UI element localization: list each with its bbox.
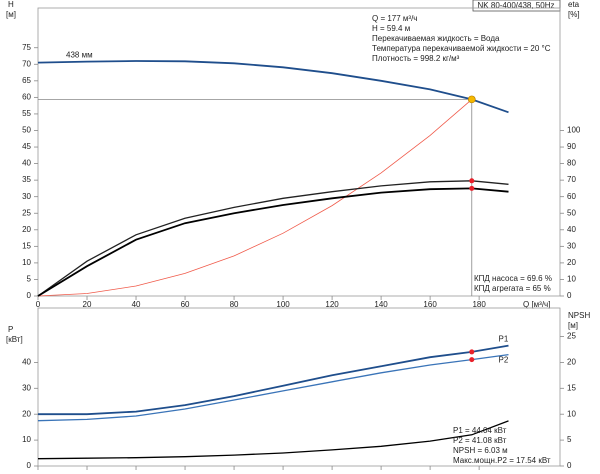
y2-tick-label: 80 — [567, 159, 576, 168]
y2-tick-label: 100 — [567, 126, 581, 135]
y2-tick-label: 0 — [567, 461, 572, 470]
y-tick-label: 0 — [27, 461, 32, 470]
curve — [37, 99, 473, 297]
x-tick-label: 20 — [83, 300, 92, 309]
y-axis-label: P — [8, 325, 13, 334]
plot-frame — [37, 307, 561, 467]
y2-tick-label: 30 — [567, 241, 576, 250]
y-axis-label: H — [8, 0, 14, 9]
y-tick-label: 30 — [22, 383, 31, 392]
y2-tick-label: 40 — [567, 225, 576, 234]
y2-tick-label: 15 — [567, 383, 576, 392]
plot-frame — [37, 7, 561, 297]
curve-label: 438 мм — [66, 51, 93, 60]
y-tick-label: 70 — [22, 59, 31, 68]
info-text: Q = 177 м³/ч — [372, 14, 417, 23]
y-tick-label: 15 — [22, 241, 31, 250]
y-tick-label: 20 — [22, 225, 31, 234]
y2-axis-unit: [м] — [568, 321, 578, 330]
curve — [37, 60, 509, 114]
info-text: Температура перекачиваемой жидкости = 20… — [372, 44, 551, 53]
y-tick-label: 10 — [22, 258, 31, 267]
y2-tick-label: 20 — [567, 358, 576, 367]
y-tick-label: 40 — [22, 358, 31, 367]
info-text: P2 = 41.08 кВт — [453, 436, 507, 445]
y-tick-label: 65 — [22, 76, 31, 85]
curve — [37, 353, 509, 422]
info-text: H = 59.4 м — [372, 24, 410, 33]
x-tick-label: 0 — [36, 300, 41, 309]
y2-axis-label: NPSH — [568, 311, 590, 320]
eta-note: КПД насоса = 69.6 % — [474, 274, 552, 283]
y-tick-label: 25 — [22, 208, 31, 217]
y2-tick-label: 90 — [567, 142, 576, 151]
info-text: NPSH = 6.03 м — [453, 446, 508, 455]
eta-note: КПД агрегата = 65 % — [474, 284, 551, 293]
x-tick-label: 80 — [230, 300, 239, 309]
info-text: Макс.мощн.P2 = 17.54 кВт — [453, 456, 551, 465]
y-tick-label: 10 — [22, 435, 31, 444]
y-tick-label: 5 — [27, 275, 32, 284]
y2-tick-label: 5 — [567, 435, 572, 444]
curve — [37, 187, 509, 297]
x-tick-label: 40 — [132, 300, 141, 309]
y-tick-label: 0 — [27, 291, 32, 300]
y-axis-unit: [м] — [6, 10, 16, 19]
y-tick-label: 20 — [22, 409, 31, 418]
operating-dot — [469, 349, 475, 355]
curve — [37, 420, 509, 460]
y2-tick-label: 20 — [567, 258, 576, 267]
y-tick-label: 35 — [22, 175, 31, 184]
info-text: Перекачиваемая жидкость = Вода — [372, 34, 500, 43]
y-tick-label: 50 — [22, 126, 31, 135]
y-tick-label: 40 — [22, 159, 31, 168]
y-tick-label: 60 — [22, 92, 31, 101]
x-tick-label: 120 — [325, 300, 339, 309]
y2-tick-label: 25 — [567, 332, 576, 341]
y2-tick-label: 0 — [567, 291, 572, 300]
x-tick-label: 140 — [374, 300, 388, 309]
curve-label: P1 — [499, 335, 509, 344]
y2-axis-unit: [%] — [568, 10, 580, 19]
chart-title: NK 80-400/438, 50Hz — [478, 1, 555, 10]
y-axis-unit: [кВт] — [6, 335, 23, 344]
y-tick-label: 45 — [22, 142, 31, 151]
x-axis-label: Q [м³/ч] — [523, 300, 550, 309]
y-tick-label: 55 — [22, 109, 31, 118]
curve — [37, 180, 509, 297]
y2-tick-label: 10 — [567, 409, 576, 418]
operating-point — [467, 95, 476, 104]
y-tick-label: 75 — [22, 43, 31, 52]
x-tick-label: 100 — [276, 300, 290, 309]
x-tick-label: 180 — [472, 300, 486, 309]
x-tick-label: 60 — [181, 300, 190, 309]
y2-tick-label: 50 — [567, 208, 576, 217]
curve — [38, 344, 509, 416]
y2-axis-label: eta — [568, 0, 580, 9]
info-text: Плотность = 998.2 кг/м³ — [372, 54, 460, 63]
info-text: P1 = 44.04 кВт — [453, 426, 507, 435]
y-tick-label: 30 — [22, 192, 31, 201]
title-box — [472, 0, 561, 12]
x-tick-label: 160 — [423, 300, 437, 309]
y2-tick-label: 60 — [567, 192, 576, 201]
y2-tick-label: 10 — [567, 275, 576, 284]
operating-dot — [469, 185, 475, 191]
y2-tick-label: 70 — [567, 175, 576, 184]
curve-label: P2 — [499, 356, 509, 365]
operating-dot — [469, 357, 475, 363]
operating-dot — [469, 178, 475, 184]
